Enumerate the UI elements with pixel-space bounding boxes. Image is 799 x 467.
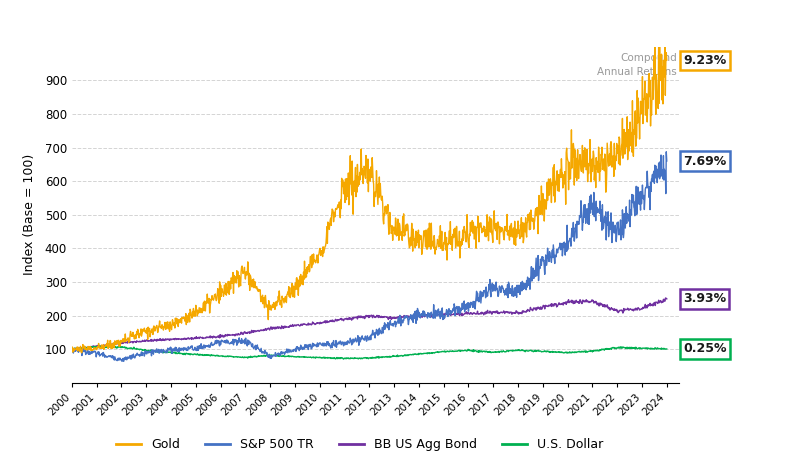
Text: Compound
Annual Returns: Compound Annual Returns — [597, 53, 677, 77]
Text: 0.25%: 0.25% — [683, 342, 726, 355]
Text: 3.93%: 3.93% — [683, 292, 726, 305]
Text: 9.23%: 9.23% — [683, 54, 726, 67]
Y-axis label: Index (Base = 100): Index (Base = 100) — [23, 154, 37, 276]
Legend: Gold, S&P 500 TR, BB US Agg Bond, U.S. Dollar: Gold, S&P 500 TR, BB US Agg Bond, U.S. D… — [111, 433, 608, 456]
Text: 7.69%: 7.69% — [683, 155, 726, 168]
